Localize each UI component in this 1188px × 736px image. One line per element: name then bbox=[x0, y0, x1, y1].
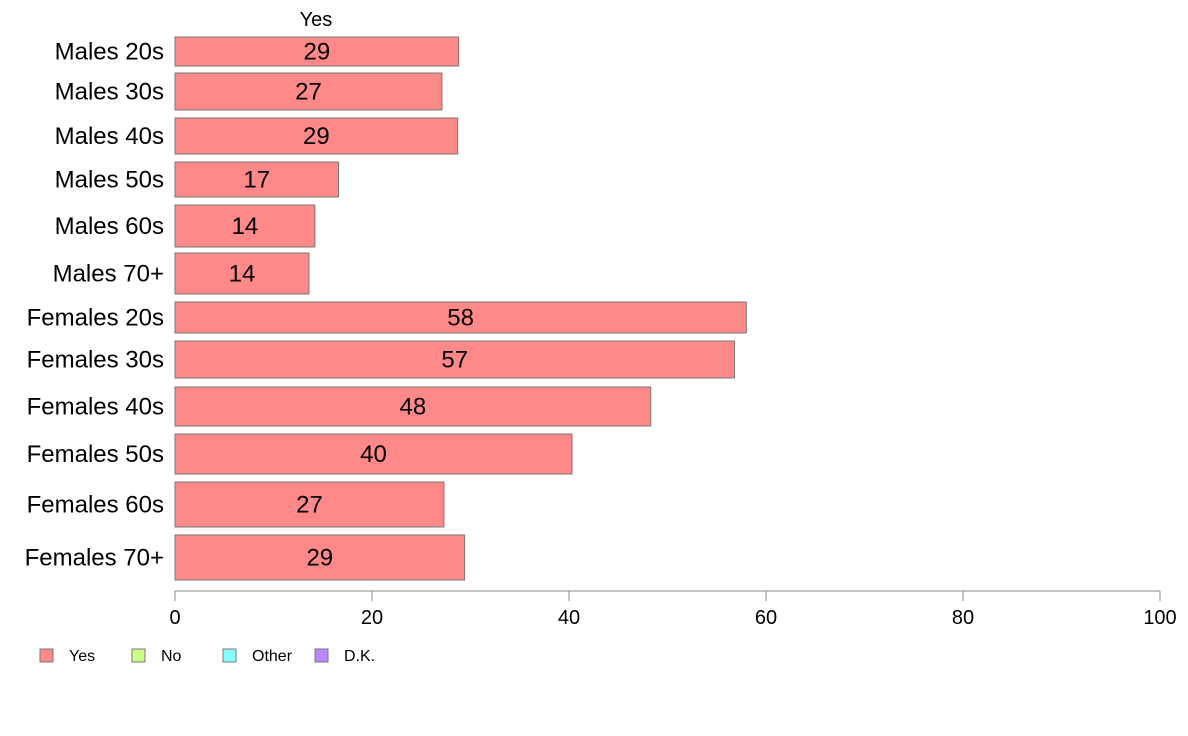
category-label: Males 30s bbox=[55, 79, 164, 106]
legend-label: Other bbox=[252, 648, 293, 665]
x-axis: 0 20 40 60 80 100 bbox=[169, 590, 1177, 629]
x-tick-label: 0 bbox=[169, 607, 180, 629]
bar-value-label: 27 bbox=[295, 79, 322, 106]
bar bbox=[174, 433, 573, 475]
bar bbox=[174, 481, 445, 528]
bar bbox=[174, 386, 652, 427]
x-tick-label: 40 bbox=[558, 607, 580, 629]
bars-layer: Males 20s 29 Males 30s 27 Males 40s 29 Males 5… bbox=[25, 36, 747, 581]
legend-label: Yes bbox=[69, 648, 95, 665]
category-label: Males 50s bbox=[55, 167, 164, 194]
category-label: Males 20s bbox=[55, 39, 164, 66]
category-label: Males 60s bbox=[55, 213, 164, 240]
legend-label: No bbox=[161, 648, 182, 665]
bar-value-label: 27 bbox=[296, 492, 323, 519]
bar bbox=[174, 117, 459, 155]
category-label: Males 40s bbox=[55, 123, 164, 150]
bar-value-label: 57 bbox=[441, 347, 468, 374]
category-label: Females 60s bbox=[27, 492, 164, 519]
bar bbox=[174, 301, 747, 334]
legend-swatch bbox=[131, 648, 146, 663]
category-label: Females 20s bbox=[27, 305, 164, 332]
category-label: Females 70+ bbox=[25, 545, 164, 572]
bar-value-label: 14 bbox=[232, 213, 259, 240]
x-tick-label: 100 bbox=[1143, 607, 1176, 629]
legend-swatch bbox=[222, 648, 237, 663]
legend-swatch bbox=[39, 648, 54, 663]
bar-value-label: 48 bbox=[400, 394, 427, 421]
x-tick-label: 60 bbox=[755, 607, 777, 629]
category-label: Females 40s bbox=[27, 394, 164, 421]
bar bbox=[174, 161, 340, 198]
column-header-layer: Yes bbox=[300, 9, 333, 31]
legend-swatch bbox=[314, 648, 329, 663]
category-label: Females 50s bbox=[27, 441, 164, 468]
bar bbox=[174, 534, 466, 581]
category-label: Females 30s bbox=[27, 347, 164, 374]
category-label: Males 70+ bbox=[53, 261, 164, 288]
bar bbox=[174, 36, 460, 67]
x-tick-label: 80 bbox=[952, 607, 974, 629]
x-tick-label: 20 bbox=[361, 607, 383, 629]
bar-value-label: 40 bbox=[360, 441, 387, 468]
bar bbox=[174, 204, 316, 248]
bar-value-label: 14 bbox=[229, 261, 256, 288]
bar bbox=[174, 252, 310, 295]
bar-value-label: 29 bbox=[306, 545, 333, 572]
bar bbox=[174, 72, 443, 111]
bar-value-label: 58 bbox=[447, 305, 474, 332]
column-header: Yes bbox=[300, 9, 333, 31]
bar bbox=[174, 340, 735, 379]
bar-value-label: 17 bbox=[243, 167, 270, 194]
legend-label: D.K. bbox=[344, 648, 375, 665]
bar-value-label: 29 bbox=[303, 123, 330, 150]
bar-value-label: 29 bbox=[303, 39, 330, 66]
legend: Yes No Other D.K. bbox=[39, 648, 375, 665]
